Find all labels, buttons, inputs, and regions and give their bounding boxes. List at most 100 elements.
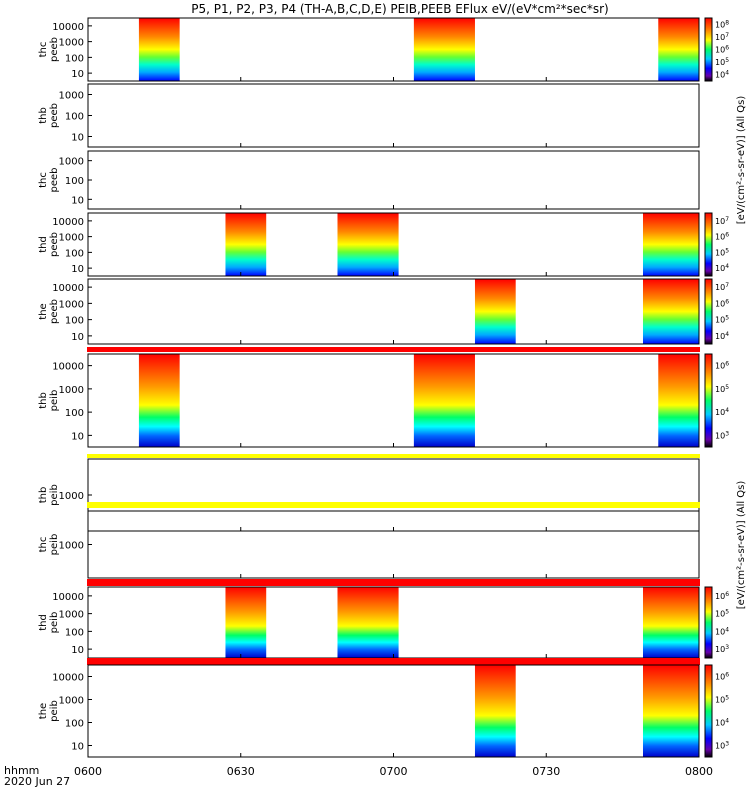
x-corner-label: hhmm [4, 764, 39, 777]
y-tick-label: 10 [71, 645, 84, 656]
colorbar-label-ion: [eV/(cm²-s-sr-eV)] (All Qs) [736, 481, 747, 610]
spectrogram-block [225, 587, 267, 658]
colorbar-thd-peib: 106 105 104 103 [704, 586, 729, 659]
colorbar-thc-peeb: 108 107 106 105 104 [704, 17, 729, 82]
panel-label: thcpeeb [38, 37, 60, 62]
colorbar-tick-label: 104 [715, 70, 729, 80]
spectrogram-block [474, 665, 516, 757]
panel-frame [87, 83, 700, 148]
spectrogram-block [225, 213, 267, 276]
quality-flag-bar [87, 502, 700, 508]
spectrogram-block [658, 18, 699, 81]
y-tick-label: 10 [71, 742, 84, 753]
colorbar-tick-label: 105 [715, 247, 729, 257]
panel-label: thbpeib [38, 484, 60, 506]
colorbar-tick-label: 103 [715, 741, 729, 751]
panel-label: thbpeib [38, 390, 60, 412]
colorbar-tick-label: 104 [715, 331, 729, 341]
colorbar-tick-label: 103 [715, 644, 729, 654]
colorbar-thd-peeb: 107 106 105 104 [704, 212, 729, 277]
colorbar-ramp [704, 664, 713, 758]
colorbar-tick-label: 104 [715, 718, 729, 728]
panel-thd-peib: 10000 1000 100 10 thdpeib [38, 579, 700, 659]
spectrogram-block [642, 279, 699, 344]
y-tick-label: 1000 [59, 233, 84, 244]
panel-label: thbpeeb [38, 103, 60, 128]
y-tick-label: 100 [65, 112, 84, 123]
panel-thd-peeb: 10000 1000 100 10 thdpeeb [38, 212, 700, 277]
y-tick-label: 1000 [59, 91, 84, 102]
spectrogram-block [138, 354, 180, 447]
panel-thb-peib: 10000 1000 100 10 thbpeib [38, 347, 700, 448]
panel-the-peib: 10000 1000 100 10 thepeib [38, 658, 700, 758]
y-tick-label: 100 [65, 627, 84, 638]
y-tick-label: 10 [71, 431, 84, 442]
panel-frame [87, 664, 700, 758]
y-tick-label: 1000 [59, 157, 84, 168]
colorbar-tick-label: 108 [715, 19, 729, 29]
spectrogram-block [474, 279, 516, 344]
panel-label: thcpeib [38, 534, 60, 556]
spectrogram-block [642, 587, 699, 658]
x-tick-label: 0600 [74, 765, 102, 778]
colorbar-tick-label: 105 [715, 695, 729, 705]
colorbar-label-electron: [eV/(cm²-s-sr-eV)] (All Qs) [736, 96, 747, 225]
panel-thb-peeb: 1000 100 10 thbpeeb [38, 83, 700, 148]
quality-flag-bar [87, 347, 700, 352]
y-tick-label: 10000 [52, 217, 84, 228]
colorbar-ramp [704, 278, 713, 345]
y-tick-label: 1000 [59, 696, 84, 707]
spectrogram-block [642, 213, 699, 276]
chart-title: P5, P1, P2, P3, P4 (TH-A,B,C,D,E) PEIB,P… [191, 2, 608, 16]
colorbar-tick-label: 106 [715, 672, 729, 682]
spectrogram-block [337, 213, 399, 276]
y-tick-label: 10000 [52, 592, 84, 603]
colorbar-tick-label: 105 [715, 609, 729, 619]
y-tick-label: 100 [65, 53, 84, 64]
panel-label: thcpeeb [38, 168, 60, 193]
colorbar-ramp [704, 586, 713, 659]
panel-thc-peeb: 1000 100 10 thcpeeb [38, 150, 700, 210]
colorbar-tick-label: 106 [715, 232, 729, 242]
spectrogram-block [413, 18, 475, 81]
colorbar-tick-label: 107 [715, 282, 729, 292]
colorbar-tick-label: 106 [715, 45, 729, 55]
y-tick-label: 1000 [59, 610, 84, 621]
colorbar-tick-label: 104 [715, 407, 729, 417]
panel-frame [87, 278, 700, 345]
y-tick-label: 1000 [59, 38, 84, 49]
x-tick-label: 0730 [532, 765, 560, 778]
y-tick-label: 100 [65, 248, 84, 259]
colorbar-tick-label: 104 [715, 263, 729, 273]
spectrogram-block [658, 354, 699, 447]
colorbar-tick-label: 105 [715, 384, 729, 394]
y-tick-label: 1000 [59, 385, 84, 396]
colorbar-tick-label: 106 [715, 591, 729, 601]
y-tick-label: 10 [71, 69, 84, 80]
colorbar-ramp [704, 17, 713, 82]
panel-frame [87, 150, 700, 210]
y-tick-label: 10000 [52, 22, 84, 33]
x-tick-label: 0700 [380, 765, 408, 778]
y-tick-label: 10000 [52, 283, 84, 294]
panel-label: thdpeeb [38, 232, 60, 257]
spectrogram-block [337, 587, 399, 658]
y-tick-label: 10000 [52, 673, 84, 684]
colorbar-tick-label: 107 [715, 32, 729, 42]
y-tick-label: 100 [65, 176, 84, 187]
panel-label: thepeib [38, 700, 60, 722]
quality-flag-bar [87, 658, 700, 665]
colorbar-tick-label: 105 [715, 315, 729, 325]
colorbar-the-peib: 106 105 104 103 [704, 664, 729, 758]
y-tick-label: 1000 [59, 491, 84, 502]
panel-frame [87, 458, 700, 532]
panel-label: thepeeb [38, 299, 60, 324]
quality-flag-bar [87, 579, 700, 586]
panel-frame [87, 510, 700, 579]
y-tick-label: 100 [65, 316, 84, 327]
y-tick-label: 1000 [59, 541, 84, 552]
y-tick-label: 10 [71, 195, 84, 206]
